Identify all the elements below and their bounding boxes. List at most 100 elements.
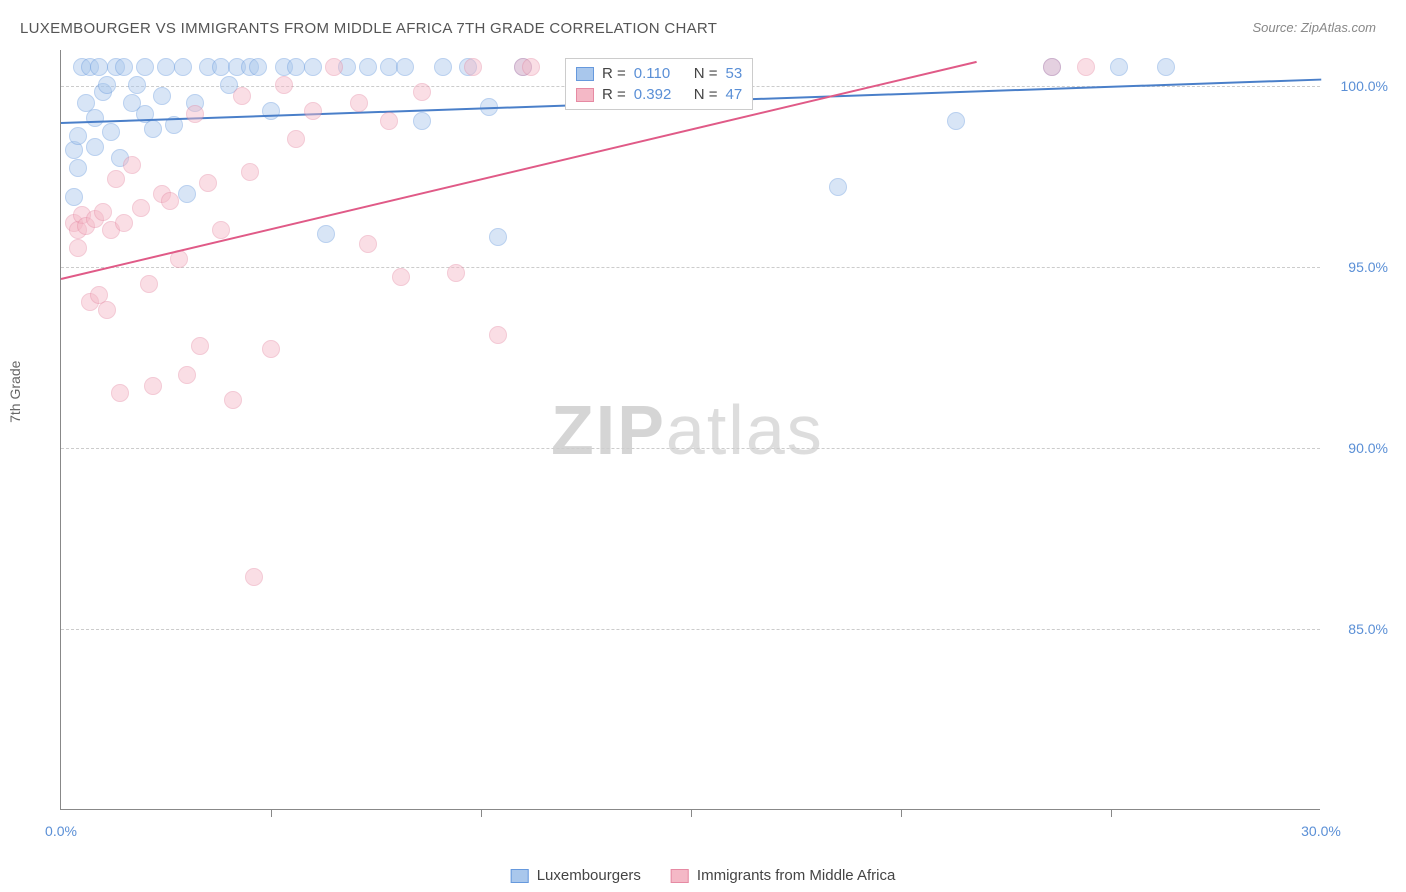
correlation-row: R = 0.392 N = 47 (576, 84, 742, 105)
scatter-point (94, 203, 112, 221)
scatter-point (287, 58, 305, 76)
scatter-point (123, 156, 141, 174)
scatter-point (275, 76, 293, 94)
scatter-point (380, 112, 398, 130)
scatter-point (434, 58, 452, 76)
scatter-point (489, 228, 507, 246)
scatter-point (1157, 58, 1175, 76)
scatter-point (489, 326, 507, 344)
gridline (61, 629, 1320, 630)
legend-label: Luxembourgers (537, 867, 641, 884)
scatter-point (350, 94, 368, 112)
scatter-point (359, 58, 377, 76)
x-tick (271, 809, 272, 817)
legend-swatch-icon (576, 67, 594, 81)
scatter-point (396, 58, 414, 76)
scatter-point (107, 170, 125, 188)
scatter-point (304, 102, 322, 120)
scatter-point (199, 174, 217, 192)
scatter-point (245, 568, 263, 586)
watermark: ZIPatlas (551, 390, 824, 470)
legend-swatch-icon (576, 88, 594, 102)
scatter-point (380, 58, 398, 76)
correlation-row: R = 0.110 N = 53 (576, 63, 742, 84)
legend-item-immigrants: Immigrants from Middle Africa (671, 867, 895, 884)
n-label: N = (694, 65, 718, 82)
scatter-point (174, 58, 192, 76)
scatter-point (317, 225, 335, 243)
trend-line (61, 61, 977, 280)
legend-swatch-icon (671, 869, 689, 883)
scatter-point (359, 235, 377, 253)
scatter-point (69, 239, 87, 257)
scatter-point (144, 377, 162, 395)
scatter-point (69, 127, 87, 145)
scatter-point (413, 83, 431, 101)
x-tick-label: 30.0% (1301, 823, 1341, 839)
x-tick (481, 809, 482, 817)
scatter-point (191, 337, 209, 355)
scatter-point (1077, 58, 1095, 76)
r-value: 0.110 (634, 65, 686, 82)
scatter-point (186, 105, 204, 123)
scatter-point (115, 214, 133, 232)
scatter-point (144, 120, 162, 138)
r-label: R = (602, 65, 626, 82)
chart-title: LUXEMBOURGER VS IMMIGRANTS FROM MIDDLE A… (20, 20, 717, 37)
scatter-point (304, 58, 322, 76)
scatter-point (413, 112, 431, 130)
y-tick-label: 95.0% (1348, 259, 1388, 275)
n-value: 47 (726, 86, 743, 103)
scatter-point (1110, 58, 1128, 76)
legend-bottom: Luxembourgers Immigrants from Middle Afr… (511, 867, 896, 884)
scatter-point (102, 123, 120, 141)
scatter-point (287, 130, 305, 148)
scatter-point (829, 178, 847, 196)
scatter-point (1043, 58, 1061, 76)
y-axis-label: 7th Grade (7, 361, 23, 423)
scatter-point (111, 384, 129, 402)
scatter-point (464, 58, 482, 76)
n-value: 53 (726, 65, 743, 82)
scatter-point (98, 301, 116, 319)
y-tick-label: 100.0% (1341, 78, 1388, 94)
scatter-point (98, 76, 116, 94)
scatter-point (115, 58, 133, 76)
x-tick-label: 0.0% (45, 823, 77, 839)
gridline (61, 267, 1320, 268)
scatter-point (69, 159, 87, 177)
scatter-point (249, 58, 267, 76)
scatter-point (447, 264, 465, 282)
scatter-point (233, 87, 251, 105)
scatter-point (262, 340, 280, 358)
source-label: Source: ZipAtlas.com (1252, 20, 1376, 35)
scatter-point (178, 185, 196, 203)
legend-swatch-icon (511, 869, 529, 883)
r-value: 0.392 (634, 86, 686, 103)
gridline (61, 448, 1320, 449)
x-tick (1111, 809, 1112, 817)
scatter-point (224, 391, 242, 409)
x-tick (901, 809, 902, 817)
legend-item-luxembourgers: Luxembourgers (511, 867, 641, 884)
y-tick-label: 85.0% (1348, 621, 1388, 637)
scatter-point (157, 58, 175, 76)
scatter-point (178, 366, 196, 384)
scatter-point (325, 58, 343, 76)
scatter-point (153, 87, 171, 105)
scatter-point (136, 58, 154, 76)
legend-label: Immigrants from Middle Africa (697, 867, 895, 884)
scatter-point (212, 221, 230, 239)
r-label: R = (602, 86, 626, 103)
scatter-point (140, 275, 158, 293)
scatter-point (392, 268, 410, 286)
scatter-point (522, 58, 540, 76)
x-tick (691, 809, 692, 817)
scatter-point (947, 112, 965, 130)
scatter-point (132, 199, 150, 217)
scatter-point (65, 188, 83, 206)
scatter-point (128, 76, 146, 94)
scatter-point (161, 192, 179, 210)
n-label: N = (694, 86, 718, 103)
scatter-plot: ZIPatlas 85.0%90.0%95.0%100.0%0.0%30.0%R… (60, 50, 1320, 810)
